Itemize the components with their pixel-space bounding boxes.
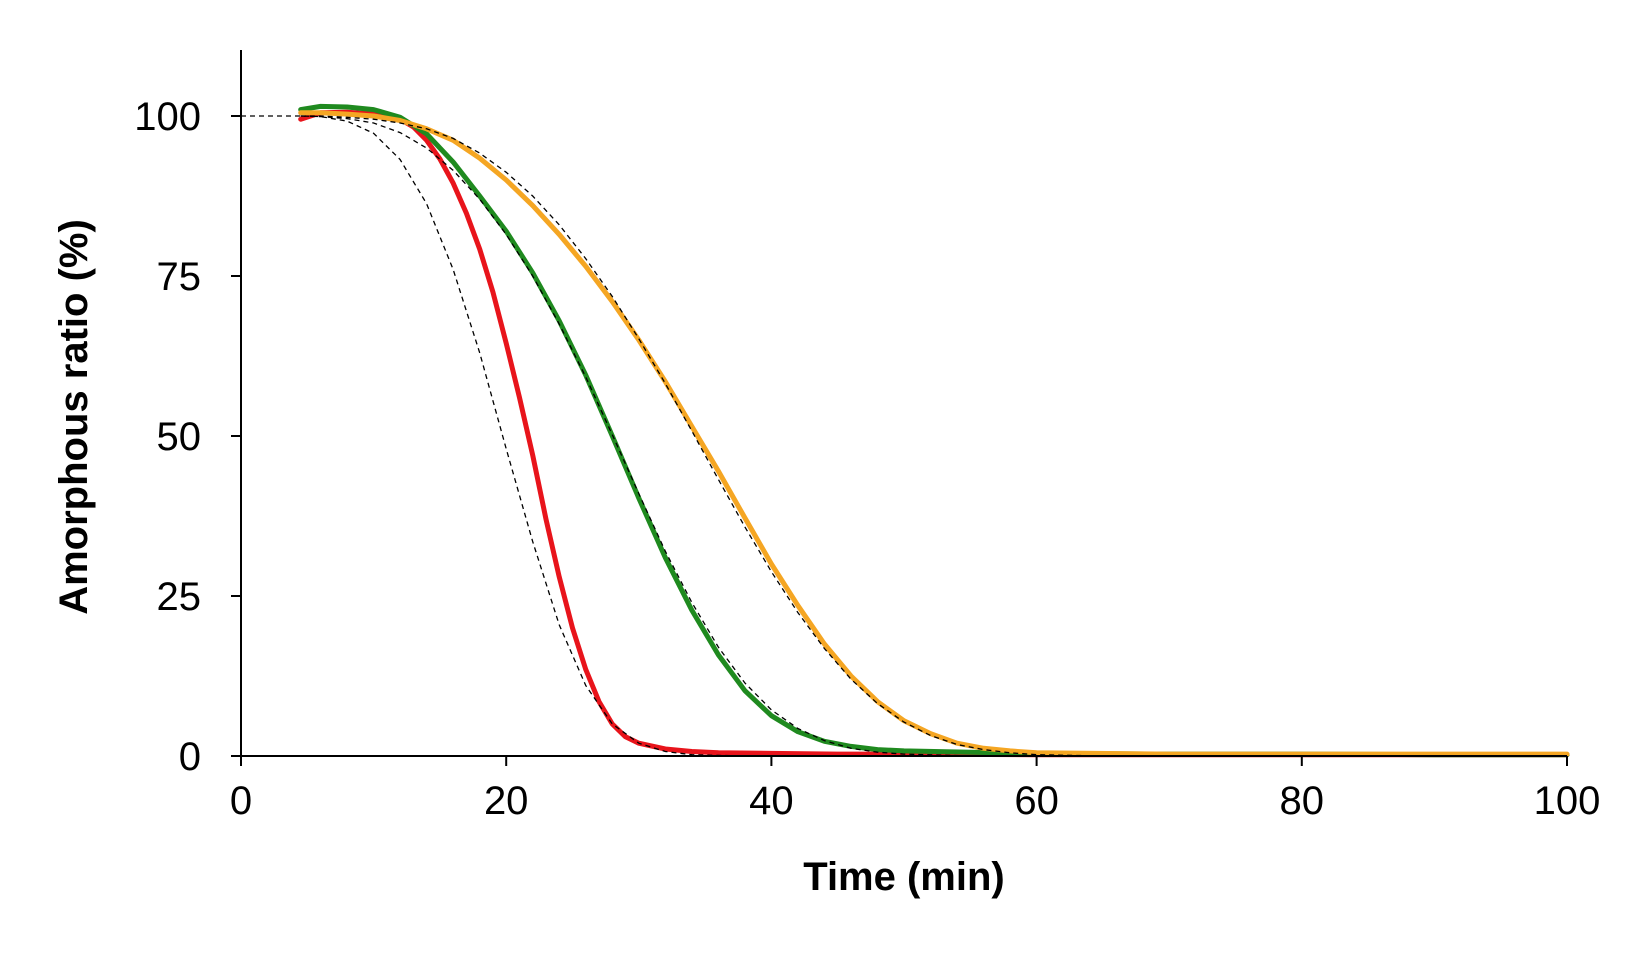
y-tick-label: 0 — [179, 735, 201, 779]
x-tick-label: 0 — [230, 779, 252, 823]
fit-curves — [241, 115, 1170, 757]
series-line — [298, 109, 1570, 758]
series-line — [298, 103, 1570, 758]
y-ticks: 0 25 50 75 100 — [134, 95, 241, 779]
y-tick-label: 100 — [134, 95, 201, 139]
fit-curve — [300, 115, 1170, 757]
x-tick-label: 40 — [749, 779, 794, 823]
data-series — [298, 103, 1570, 758]
x-tick-label: 100 — [1534, 779, 1601, 823]
y-tick-label: 75 — [157, 255, 202, 299]
x-ticks: 0 20 40 60 80 100 — [230, 756, 1601, 823]
x-tick-label: 20 — [484, 779, 529, 823]
y-axis-title: Amorphous ratio (%) — [52, 219, 96, 615]
fit-curve — [300, 115, 1037, 757]
x-axis-title: Time (min) — [803, 855, 1005, 899]
x-tick-label: 60 — [1014, 779, 1059, 823]
y-tick-label: 25 — [157, 575, 202, 619]
x-tick-label: 80 — [1280, 779, 1325, 823]
y-tick-label: 50 — [157, 415, 202, 459]
fit-curve — [241, 115, 904, 757]
